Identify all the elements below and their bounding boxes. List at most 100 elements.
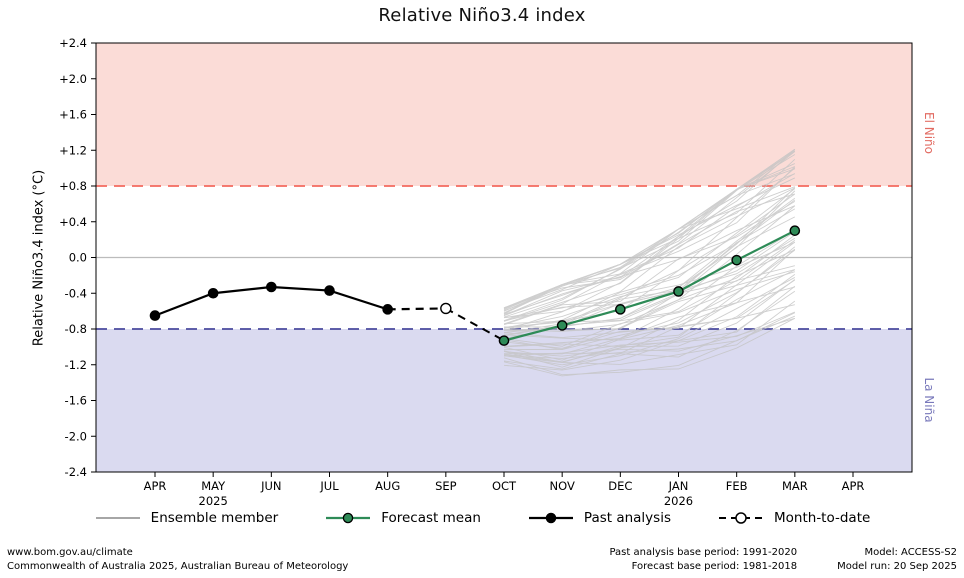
past-analysis-marker	[266, 281, 277, 293]
x-tick-label: FEB	[726, 479, 748, 493]
ensemble-member-line	[503, 166, 795, 312]
footer-past-base-period: Past analysis base period: 1991-2020	[609, 547, 798, 558]
ensemble-member-line	[503, 187, 796, 319]
past-analysis-legend-icon	[528, 512, 573, 524]
y-tick-label: -1.6	[65, 394, 87, 408]
y-tick-label: +1.2	[59, 143, 87, 157]
ensemble-member-line	[503, 279, 796, 348]
past-analysis-marker	[207, 287, 219, 299]
ensemble-member-line	[503, 200, 796, 326]
ensemble-member-line	[503, 239, 796, 331]
x-year-label: 2026	[664, 494, 693, 508]
footer-copyright: Commonwealth of Australia 2025, Australi…	[7, 560, 349, 572]
x-tick-label: NOV	[550, 479, 575, 493]
ensemble-member-line	[503, 277, 796, 366]
x-tick-label: APR	[842, 479, 865, 493]
y-tick-label: -0.4	[65, 286, 87, 300]
legend-item-past-analysis: Past analysis	[527, 510, 671, 526]
ensemble-member-line	[503, 249, 796, 368]
y-axis: +2.4 +2.0 +1.6 +1.2 +0.8 +0.4 0.0 -0.4 -0.8 -1.2 -…	[59, 36, 96, 479]
y-tick-label: -0.8	[65, 322, 87, 336]
ensemble-member-line	[503, 216, 796, 328]
legend-item-ensemble: Ensemble member	[94, 510, 279, 526]
month-to-date-line	[387, 307, 446, 311]
y-tick-label: -2.0	[65, 429, 87, 443]
x-axis: APR MAY JUN JUL AUG SEP OCT NOV DEC JAN FEB MAR APR 2…	[144, 472, 865, 508]
footer-model: Model: ACCESS-S2	[864, 547, 957, 558]
past-analysis-marker	[149, 310, 161, 321]
chart-canvas: +2.4 +2.0 +1.6 +1.2 +0.8 +0.4 0.0 -0.4 -0.8 -1.2 -…	[59, 36, 913, 508]
y-tick-label: +1.6	[59, 108, 87, 122]
legend-label-ensemble: Ensemble member	[150, 510, 279, 526]
legend-item-month-to-date: Month-to-date	[717, 510, 870, 526]
ensemble-member-line	[503, 300, 796, 365]
forecast-mean-marker	[673, 286, 684, 297]
forecast-mean-legend-icon	[326, 512, 371, 524]
ensemble-member-line	[503, 312, 796, 359]
ensemble-member-line	[503, 241, 796, 329]
x-tick-label: SEP	[435, 479, 457, 493]
legend-label-past-analysis: Past analysis	[583, 510, 671, 526]
x-tick-label: MAR	[782, 479, 808, 493]
y-tick-label: -2.4	[65, 465, 87, 479]
footer-forecast-base-period: Forecast base period: 1981-2018	[631, 560, 798, 572]
forecast-mean-marker	[789, 225, 801, 236]
chart-title: Relative Niño3.4 index	[378, 5, 586, 26]
forecast-mean-marker	[498, 335, 510, 346]
ensemble-member-line	[503, 205, 796, 317]
ensemble-member-line	[503, 187, 796, 336]
y-tick-label: 0.0	[69, 251, 87, 265]
x-tick-label: MAY	[201, 479, 226, 493]
footer-source-block: www.bom.gov.au/climate Commonwealth of A…	[7, 546, 609, 573]
ensemble-member-line	[503, 193, 795, 309]
y-tick-label: +2.4	[59, 36, 87, 50]
ensemble-member-line	[503, 234, 796, 332]
ensemble-member-line	[503, 205, 796, 351]
ensemble-member-line	[503, 190, 796, 329]
la-nina-region-label: La Niña	[922, 377, 936, 423]
el-nino-region-label: El Niño	[922, 112, 936, 154]
ensemble-lines	[503, 148, 796, 377]
past-analysis-marker	[324, 285, 335, 296]
ensemble-member-line	[503, 149, 796, 331]
footer-base-period-block: Past analysis base period: 1991-2020 For…	[609, 546, 797, 573]
footer-model-run: Model run: 20 Sep 2025	[837, 560, 957, 572]
ensemble-member-line	[503, 271, 795, 347]
forecast-mean-marker	[556, 320, 568, 331]
legend-item-forecast-mean: Forecast mean	[324, 510, 481, 526]
month-to-date-marker	[440, 302, 452, 315]
y-tick-label: +2.0	[59, 72, 87, 86]
ensemble-member-legend-icon	[95, 517, 140, 519]
x-tick-label: OCT	[492, 479, 517, 493]
x-tick-label: JAN	[668, 479, 689, 493]
footer-url: www.bom.gov.au/climate	[7, 547, 133, 558]
ensemble-member-line	[503, 186, 795, 322]
legend-label-month-to-date: Month-to-date	[774, 510, 871, 526]
legend: Ensemble member Forecast mean Past analy…	[0, 510, 964, 526]
ensemble-member-line	[503, 279, 796, 355]
legend-label-forecast-mean: Forecast mean	[381, 510, 481, 526]
footer-model-block: Model: ACCESS-S2 Model run: 20 Sep 2025	[837, 546, 957, 573]
y-tick-label: +0.8	[59, 179, 87, 193]
ensemble-member-line	[503, 317, 795, 357]
x-tick-label: AUG	[375, 479, 400, 493]
footer: www.bom.gov.au/climate Commonwealth of A…	[0, 546, 964, 573]
y-tick-label: +0.4	[59, 215, 87, 229]
y-axis-label: Relative Niño3.4 index (°C)	[31, 169, 47, 347]
ensemble-member-line	[503, 230, 796, 355]
month-to-date-forecast-connector	[445, 307, 505, 342]
past-analysis-marker	[382, 304, 393, 315]
y-tick-label: -1.2	[65, 358, 87, 372]
ensemble-member-line	[503, 188, 796, 319]
forecast-mean-marker	[615, 304, 626, 315]
ensemble-member-line	[503, 241, 796, 349]
ensemble-member-line	[503, 163, 796, 316]
forecast-mean-marker	[731, 254, 742, 266]
ensemble-member-line	[503, 150, 796, 309]
x-year-label: 2025	[199, 494, 228, 508]
month-to-date-legend-icon	[719, 512, 763, 524]
la-nina-region	[96, 329, 912, 472]
ensemble-member-line	[503, 286, 795, 347]
ensemble-member-line	[503, 166, 796, 315]
ensemble-member-line	[503, 249, 796, 351]
